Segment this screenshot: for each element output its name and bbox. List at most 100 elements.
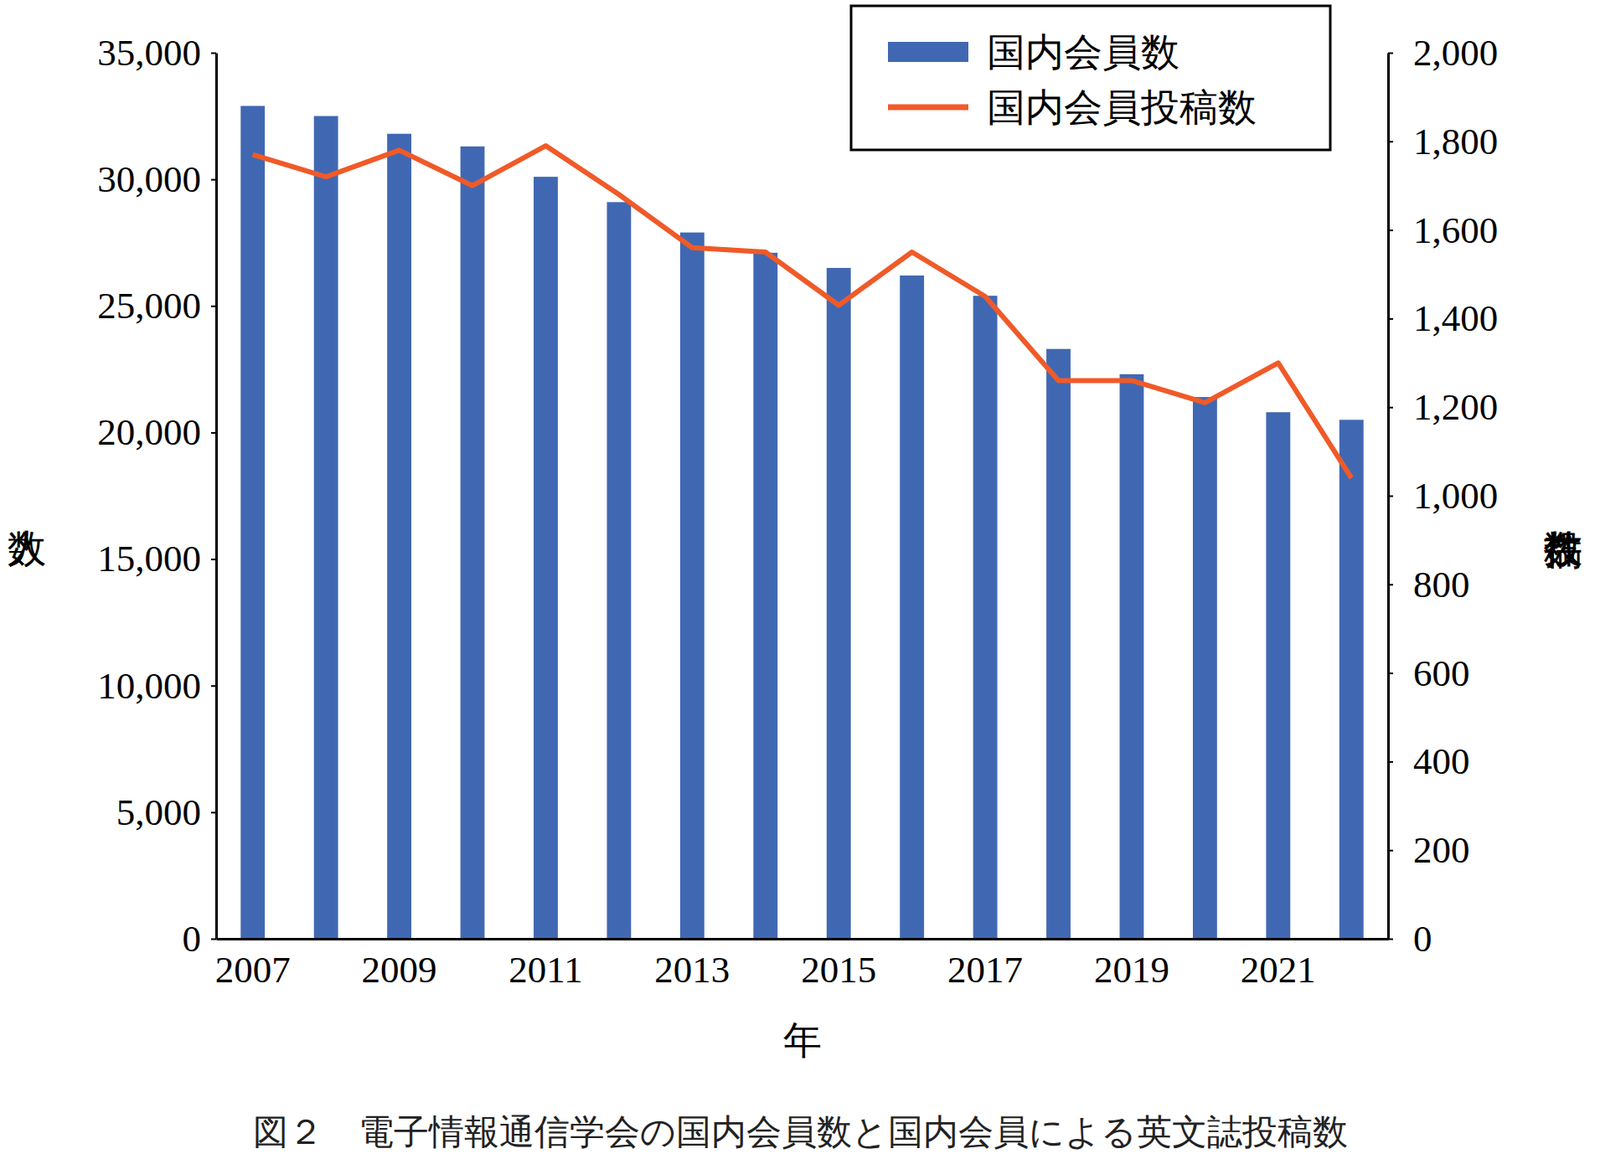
y2-axis: 0 200 400 600 800 1,000 1,200 1,400 1,600 1,800 2,…: [1388, 31, 1498, 960]
x-axis-title: 年: [783, 1019, 822, 1063]
bar: [753, 252, 778, 940]
tick-mark: [211, 179, 217, 181]
tick: 25,000: [97, 284, 217, 327]
tick-mark: [1388, 761, 1394, 764]
tick-label: 2,000: [1413, 31, 1498, 74]
tick-mark: [211, 811, 217, 814]
tick: 800: [1388, 563, 1471, 606]
tick-label: 800: [1413, 563, 1471, 606]
bar: [606, 201, 631, 940]
bar: [314, 116, 339, 940]
legend: 国内会員数国内会員投稿数: [851, 5, 1331, 150]
tick-mark: [211, 685, 217, 687]
tick: 200: [1388, 829, 1471, 872]
bar: [1339, 419, 1364, 940]
tick-label: 35,000: [97, 31, 202, 74]
tick: 35,000: [97, 31, 217, 74]
bar: [240, 105, 265, 940]
tick: 600: [1388, 652, 1471, 695]
tick-label: 200: [1413, 829, 1471, 872]
tick-label: 2019: [1094, 949, 1170, 991]
bar: [1192, 397, 1218, 940]
tick: 2,000: [1388, 31, 1498, 74]
tick-label: 1,200: [1413, 386, 1498, 429]
tick-mark: [211, 558, 217, 561]
tick: 1,800: [1388, 120, 1498, 163]
tick-mark: [1388, 583, 1394, 586]
tick-mark: [1388, 318, 1394, 320]
tick: 2015: [800, 939, 877, 991]
tick-label: 5,000: [116, 791, 202, 834]
tick-mark: [211, 432, 217, 434]
axis-line: [215, 53, 218, 940]
line: [252, 145, 1353, 479]
tick-label: 1,800: [1413, 120, 1498, 163]
tick-label: 0: [182, 918, 202, 960]
legend-box: [851, 5, 1331, 150]
bar-series: [240, 105, 1363, 940]
tick-label: 400: [1413, 740, 1471, 783]
tick: 10,000: [97, 665, 217, 708]
tick-mark: [1388, 140, 1394, 143]
tick-mark: [1388, 495, 1394, 498]
tick: 15,000: [97, 537, 217, 580]
bar: [1046, 349, 1071, 940]
tick: 2009: [361, 939, 438, 991]
tick: 2019: [1094, 939, 1170, 991]
tick: 1,600: [1388, 209, 1498, 252]
tick-label: 2017: [947, 949, 1023, 991]
tick-label: 2007: [215, 949, 291, 991]
tick-mark: [1388, 850, 1394, 852]
tick-label: 2015: [800, 949, 877, 991]
tick-mark: [1388, 229, 1394, 232]
bar: [1120, 374, 1145, 940]
tick: 2021: [1240, 939, 1317, 991]
tick: 2017: [947, 939, 1023, 991]
tick: 2011: [508, 939, 583, 991]
chart: 0 5,000 10,000 15,000 20,000 25,000 30,000 35,0…: [0, 0, 1600, 1159]
tick-label: 20,000: [97, 411, 202, 454]
tick: 400: [1388, 740, 1471, 783]
bar: [680, 232, 705, 940]
legend-swatch: [887, 41, 969, 62]
tick-label: 25,000: [97, 284, 202, 327]
legend-label: 国内会員投稿数: [986, 86, 1257, 130]
legend-label: 国内会員数: [986, 30, 1180, 74]
bar: [533, 176, 558, 940]
tick-mark: [211, 52, 217, 55]
plot-area: [240, 105, 1363, 940]
tick-label: 30,000: [97, 158, 202, 201]
tick-mark: [211, 305, 217, 308]
tick: 20,000: [97, 411, 217, 454]
tick: 5,000: [116, 791, 217, 834]
tick-label: 1,400: [1413, 297, 1498, 340]
x-axis: 2007 2009 2011 2013 2015 2017 2019 2021: [215, 939, 1389, 991]
tick-label: 2011: [508, 949, 583, 991]
y2-axis-title: 投稿件数: [1544, 531, 1584, 570]
tick: 1,200: [1388, 386, 1498, 429]
bar: [826, 268, 852, 940]
tick-label: 600: [1413, 652, 1471, 695]
tick-mark: [1388, 407, 1394, 409]
tick: 1,000: [1388, 474, 1498, 517]
y-axis: 0 5,000 10,000 15,000 20,000 25,000 30,000 35,0…: [97, 31, 217, 960]
tick-label: 15,000: [97, 537, 202, 580]
tick: 1,400: [1388, 297, 1498, 340]
tick-mark: [1388, 52, 1394, 55]
tick-label: 10,000: [97, 665, 202, 708]
tick: 0: [182, 918, 217, 960]
tick: 2013: [654, 939, 730, 991]
tick-label: 2021: [1240, 949, 1317, 991]
axis-line: [216, 938, 1389, 941]
tick-label: 2013: [654, 949, 730, 991]
tick-label: 1,600: [1413, 209, 1498, 252]
bar: [973, 295, 998, 940]
tick-mark: [1388, 939, 1394, 941]
tick-mark: [211, 939, 217, 941]
tick-label: 2009: [361, 949, 438, 991]
tick: 0: [1388, 918, 1433, 960]
tick-label: 1,000: [1413, 474, 1498, 517]
legend-swatch: [887, 104, 969, 111]
bar: [1265, 412, 1291, 940]
title: 図２ 電子情報通信学会の国内会員数と国内会員による英文誌投稿数: [252, 1111, 1348, 1153]
